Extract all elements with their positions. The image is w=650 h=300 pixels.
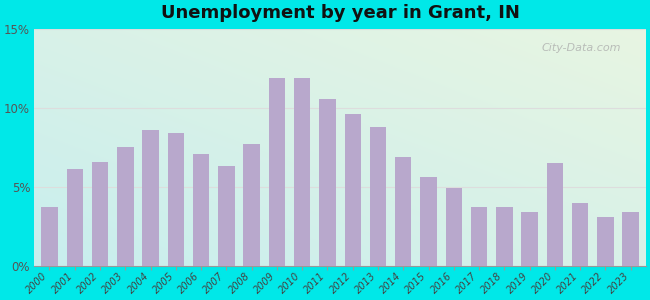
Bar <box>547 163 563 266</box>
Text: City-Data.com: City-Data.com <box>542 44 621 53</box>
Bar <box>218 166 235 266</box>
Bar <box>244 144 260 266</box>
Bar <box>117 147 133 266</box>
Bar <box>471 207 488 266</box>
Title: Unemployment by year in Grant, IN: Unemployment by year in Grant, IN <box>161 4 519 22</box>
Bar <box>142 130 159 266</box>
Bar <box>193 154 209 266</box>
Bar <box>42 207 58 266</box>
Bar <box>92 162 109 266</box>
Bar <box>421 177 437 266</box>
Bar <box>66 169 83 266</box>
Bar <box>319 99 335 266</box>
Bar <box>344 114 361 266</box>
Bar <box>521 212 538 266</box>
Bar <box>597 217 614 266</box>
Bar <box>572 202 588 266</box>
Bar <box>268 78 285 266</box>
Bar <box>395 157 411 266</box>
Bar <box>446 188 462 266</box>
Bar <box>623 212 639 266</box>
Bar <box>370 127 386 266</box>
Bar <box>168 133 184 266</box>
Bar <box>294 78 311 266</box>
Bar <box>496 207 513 266</box>
